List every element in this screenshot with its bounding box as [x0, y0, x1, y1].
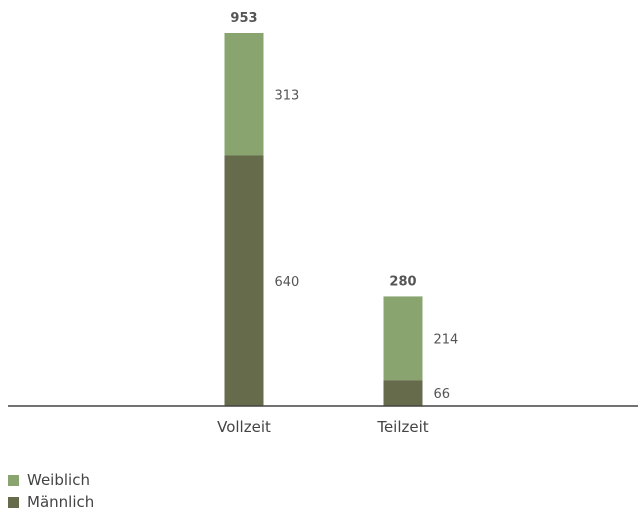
bar-teilzeit-maennlich	[383, 380, 423, 406]
bar-teilzeit-weiblich	[383, 296, 423, 381]
legend: Weiblich Männlich	[8, 469, 94, 513]
data-label-vollzeit-weiblich: 313	[275, 88, 300, 103]
legend-item-weiblich: Weiblich	[8, 469, 94, 491]
bar-vollzeit-maennlich	[224, 155, 264, 406]
total-label-teilzeit: 280	[389, 274, 416, 289]
x-tick-label-vollzeit: Vollzeit	[217, 418, 271, 436]
data-label-vollzeit-maennlich: 640	[275, 275, 300, 290]
x-tick-label-teilzeit: Teilzeit	[376, 418, 428, 436]
legend-swatch-weiblich	[8, 474, 19, 486]
legend-swatch-maennlich	[8, 496, 19, 508]
bar-vollzeit-weiblich	[224, 33, 264, 156]
data-label-teilzeit-weiblich: 214	[434, 332, 459, 347]
total-label-vollzeit: 953	[230, 11, 257, 26]
legend-item-maennlich: Männlich	[8, 491, 94, 513]
legend-label-maennlich: Männlich	[27, 493, 95, 511]
data-label-teilzeit-maennlich: 66	[434, 387, 451, 402]
legend-label-weiblich: Weiblich	[27, 471, 90, 489]
